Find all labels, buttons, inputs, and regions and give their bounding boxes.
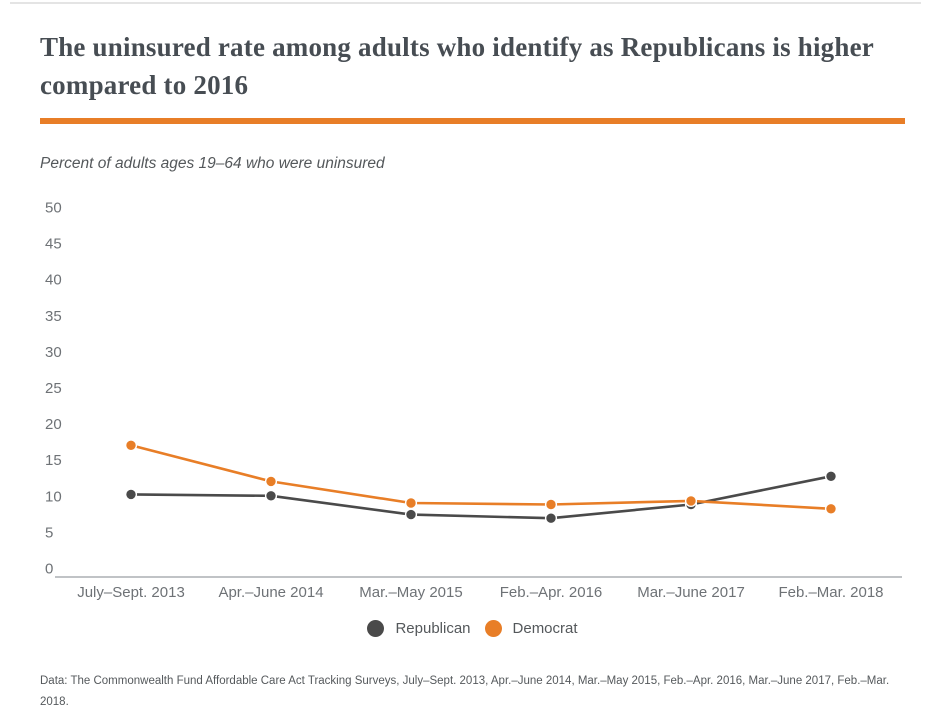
- chart-subtitle: Percent of adults ages 19–64 who were un…: [40, 155, 385, 172]
- chart-legend: Republican Democrat: [40, 620, 905, 637]
- accent-divider: [40, 118, 905, 124]
- y-tick-label: 45: [45, 236, 62, 253]
- data-point-democrat: [404, 496, 418, 510]
- series-line-democrat: [130, 444, 832, 511]
- source-note: Data: The Commonwealth Fund Affordable C…: [40, 675, 890, 708]
- y-tick-label: 0: [45, 561, 53, 578]
- data-point-democrat: [124, 439, 138, 452]
- legend-item-democrat: Democrat: [484, 620, 578, 637]
- y-tick-label: 20: [45, 416, 62, 433]
- data-point-republican: [124, 488, 138, 501]
- y-tick-label: 50: [45, 200, 62, 217]
- page-title: The uninsured rate among adults who iden…: [40, 32, 874, 100]
- x-tick-label: Apr.–June 2014: [218, 584, 323, 601]
- chart-area: 0 5 10 15 20 25 30 35 40 45 50 July–Sept. 2013 Apr.–…: [40, 197, 905, 614]
- data-point-democrat: [824, 502, 838, 515]
- data-point-democrat: [684, 494, 698, 508]
- top-border-rule: [10, 2, 921, 4]
- data-point-democrat: [264, 475, 278, 488]
- legend-swatch-icon: [484, 620, 502, 637]
- line-chart-svg: 0 5 10 15 20 25 30 35 40 45 50 July–Sept. 2013 Apr.–…: [45, 200, 902, 601]
- y-tick-label: 40: [45, 272, 62, 289]
- y-tick-label: 5: [45, 524, 53, 541]
- x-tick-label: Feb.–Apr. 2016: [500, 584, 603, 601]
- x-tick-label: Feb.–Mar. 2018: [778, 584, 883, 601]
- data-point-republican: [544, 512, 558, 525]
- legend-item-republican: Republican: [367, 620, 471, 637]
- data-point-republican: [404, 508, 418, 521]
- data-point-republican: [264, 489, 278, 502]
- legend-label: Republican: [395, 620, 471, 637]
- legend-label: Democrat: [512, 620, 578, 637]
- y-tick-label: 15: [45, 452, 62, 469]
- x-tick-label: Mar.–June 2017: [637, 584, 745, 601]
- x-tick-label: July–Sept. 2013: [77, 584, 185, 601]
- y-tick-label: 10: [45, 488, 62, 505]
- y-tick-label: 25: [45, 380, 62, 397]
- y-tick-label: 35: [45, 308, 62, 325]
- data-point-democrat: [544, 498, 558, 511]
- report-page: The uninsured rate among adults who iden…: [0, 2, 931, 713]
- series-line-republican: [130, 475, 832, 520]
- legend-swatch-icon: [367, 620, 385, 637]
- y-tick-label: 30: [45, 344, 62, 361]
- content-area: The uninsured rate among adults who iden…: [0, 28, 931, 713]
- data-point-republican: [824, 470, 838, 483]
- x-tick-label: Mar.–May 2015: [359, 584, 462, 601]
